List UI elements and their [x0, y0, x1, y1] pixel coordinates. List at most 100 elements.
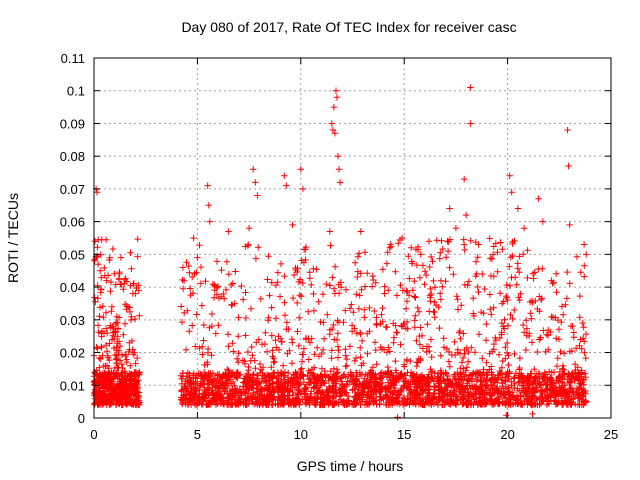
data-point: [426, 383, 433, 390]
data-point: [294, 299, 301, 307]
data-point: [419, 262, 427, 269]
data-point: [507, 311, 514, 319]
data-point: [438, 393, 446, 401]
data-point: [214, 372, 221, 379]
data-point: [465, 348, 472, 356]
data-point: [233, 369, 241, 376]
data-point: [313, 385, 321, 392]
data-point: [509, 252, 516, 260]
data-point: [506, 263, 513, 270]
data-point: [427, 298, 434, 305]
data-point: [277, 379, 285, 386]
data-point: [344, 393, 352, 400]
data-point: [330, 371, 337, 379]
data-point: [223, 258, 231, 265]
data-point: [428, 368, 436, 375]
data-point: [446, 363, 453, 370]
data-point: [268, 279, 275, 286]
data-point: [326, 282, 334, 289]
data-point: [376, 387, 383, 395]
data-point: [241, 358, 248, 365]
data-point: [564, 398, 571, 405]
data-point: [332, 87, 340, 94]
data-point: [106, 391, 113, 398]
data-point: [515, 294, 522, 301]
data-point: [330, 285, 338, 292]
data-point: [530, 275, 537, 282]
data-point: [471, 349, 479, 356]
data-point: [488, 363, 495, 370]
data-point: [396, 236, 404, 244]
data-point: [330, 103, 338, 111]
data-point: [462, 385, 469, 392]
x-axis-label: GPS time / hours: [297, 458, 404, 474]
data-point: [103, 277, 110, 284]
data-point: [290, 271, 298, 279]
data-point: [495, 396, 502, 403]
data-point: [128, 265, 135, 272]
data-point: [356, 292, 363, 299]
data-point: [385, 287, 392, 294]
data-point: [281, 272, 288, 280]
data-point: [315, 379, 323, 387]
data-point: [182, 346, 190, 353]
data-point: [511, 350, 518, 358]
data-point: [574, 374, 582, 381]
data-point: [498, 369, 505, 377]
data-point: [310, 290, 317, 298]
data-point: [318, 350, 325, 358]
data-point: [354, 378, 361, 385]
data-point: [335, 290, 343, 297]
grid-layer: [94, 58, 611, 418]
data-point: [493, 397, 500, 404]
data-point: [309, 374, 317, 381]
data-point: [401, 395, 408, 402]
data-point: [507, 394, 515, 401]
data-point: [245, 241, 252, 248]
data-point: [350, 381, 358, 388]
data-point: [448, 392, 455, 400]
data-point: [364, 372, 371, 379]
data-point: [288, 360, 296, 367]
data-point: [106, 398, 114, 405]
data-point: [378, 311, 385, 318]
data-point: [577, 336, 584, 343]
data-point: [298, 257, 305, 264]
data-point: [280, 362, 287, 369]
data-point: [486, 235, 493, 242]
data-point: [215, 389, 222, 396]
data-point: [460, 400, 467, 407]
data-point: [419, 388, 426, 395]
data-point: [333, 336, 341, 344]
data-point: [306, 399, 313, 406]
data-point: [483, 320, 490, 328]
data-point: [504, 296, 511, 304]
data-point: [189, 273, 196, 281]
data-point: [576, 314, 583, 321]
data-point: [522, 346, 530, 354]
data-point: [135, 282, 142, 289]
data-point: [242, 289, 249, 296]
data-point: [525, 373, 533, 381]
data-point: [364, 270, 371, 277]
data-point: [503, 339, 511, 347]
data-point: [343, 355, 350, 363]
data-point: [383, 349, 391, 356]
data-point: [472, 258, 480, 265]
data-point: [488, 255, 496, 263]
data-point: [191, 386, 199, 394]
data-point: [357, 394, 364, 401]
data-point: [228, 281, 235, 289]
data-point: [557, 348, 564, 356]
data-point: [405, 292, 413, 299]
data-point: [511, 237, 518, 245]
data-point: [348, 301, 355, 308]
data-point: [251, 390, 259, 398]
data-point: [301, 396, 309, 403]
data-point: [363, 379, 370, 387]
data-point: [320, 335, 328, 342]
data-point: [458, 359, 466, 366]
data-point: [465, 389, 472, 397]
data-point: [583, 251, 590, 258]
data-point: [429, 398, 436, 405]
